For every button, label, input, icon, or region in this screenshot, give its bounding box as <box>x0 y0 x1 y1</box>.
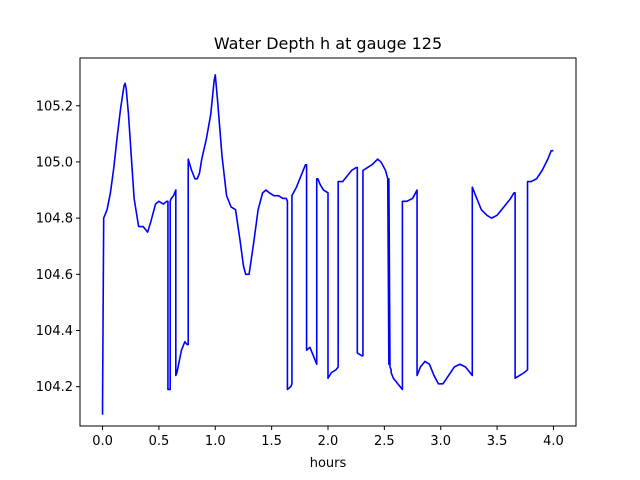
y-tick-label: 105.2 <box>36 99 73 114</box>
y-tick-label: 104.6 <box>36 268 73 283</box>
y-tick-label: 104.4 <box>36 324 73 339</box>
y-tick-label: 104.2 <box>36 380 73 395</box>
series-line-1 <box>101 74 554 415</box>
chart-title: Water Depth h at gauge 125 <box>214 34 442 53</box>
x-tick-label: 0.0 <box>92 434 113 449</box>
y-axis-ticks: 104.2 104.4 104.6 104.8 105.0 105.2 <box>36 99 80 395</box>
x-tick-label: 3.5 <box>487 434 508 449</box>
x-tick-label: 4.0 <box>543 434 564 449</box>
x-tick-label: 3.0 <box>430 434 451 449</box>
series-layer <box>101 74 554 415</box>
x-tick-label: 2.0 <box>318 434 339 449</box>
y-tick-label: 104.8 <box>36 212 73 227</box>
x-axis-ticks: 0.0 0.5 1.0 1.5 2.0 2.5 3.0 3.5 4.0 <box>92 426 564 449</box>
x-axis-label: hours <box>310 456 347 471</box>
x-tick-label: 1.0 <box>205 434 226 449</box>
y-tick-label: 105.0 <box>36 155 73 170</box>
x-tick-label: 2.5 <box>374 434 395 449</box>
x-tick-label: 0.5 <box>149 434 170 449</box>
x-tick-label: 1.5 <box>261 434 282 449</box>
